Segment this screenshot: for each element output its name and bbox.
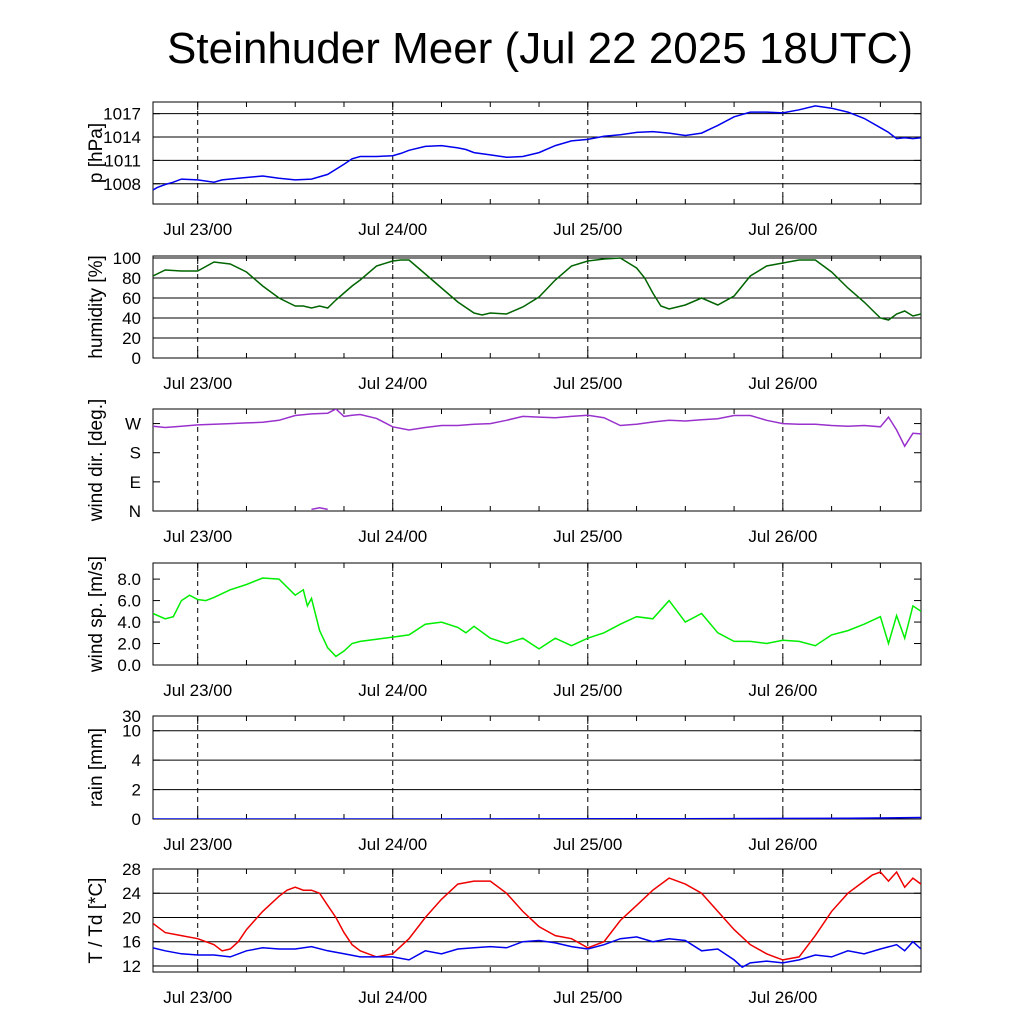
x-date-label: Jul 24/00 [358,527,427,546]
x-date-label: Jul 23/00 [163,220,232,239]
temperature-series-line [153,870,921,961]
y-tick-label: 20 [122,329,141,348]
x-date-label: Jul 24/00 [358,374,427,393]
y-axis-title: p [hPa] [86,123,107,183]
x-date-label: Jul 25/00 [553,988,622,1007]
y-tick-label: 2 [132,781,141,800]
y-axis-title: rain [mm] [86,728,107,807]
x-date-label: Jul 25/00 [553,681,622,700]
plot-frame [152,101,922,205]
y-tick-label: 40 [122,309,141,328]
wind-speed-series-line [153,577,921,658]
y-tick-label: 1014 [103,128,141,147]
x-date-label: Jul 24/00 [358,988,427,1007]
plot-frame [152,408,922,512]
x-date-label: Jul 23/00 [163,988,232,1007]
x-date-label: Jul 24/00 [358,220,427,239]
y-tick-label: 2.0 [117,635,141,654]
x-date-label: Jul 26/00 [748,681,817,700]
y-tick-label: 30 [122,707,141,726]
y-tick-label: W [125,415,141,434]
y-tick-label: 20 [122,908,141,927]
y-tick-label: 60 [122,289,141,308]
y-tick-label: N [129,502,141,521]
y-tick-label: 1008 [103,175,141,194]
wind-speed-panel: 0.0 2.0 4.0 6.0 8.0 wind sp. [m/s] Jul 23/00 Ju… [86,556,922,700]
y-tick-label: 4 [132,751,141,770]
chart-title: Steinhuder Meer (Jul 22 2025 18UTC) [167,24,913,73]
y-tick-label: 6.0 [117,592,141,611]
y-tick-label: 28 [122,860,141,879]
humidity-series-line [153,257,921,321]
x-date-label: Jul 25/00 [553,527,622,546]
x-date-label: Jul 26/00 [748,527,817,546]
x-date-label: Jul 23/00 [163,374,232,393]
y-tick-label: 8.0 [117,570,141,589]
plot-frame [152,255,922,359]
x-date-label: Jul 23/00 [163,835,232,854]
y-tick-label: 80 [122,269,141,288]
x-date-label: Jul 26/00 [748,374,817,393]
pressure-series-line [153,105,921,191]
x-date-label: Jul 26/00 [748,835,817,854]
x-date-label: Jul 24/00 [358,835,427,854]
y-tick-label: 0 [132,349,141,368]
y-tick-label: 4.0 [117,613,141,632]
y-axis-title: humidity [%] [86,255,107,358]
y-tick-label: 1011 [104,151,141,170]
y-tick-label: E [130,473,141,492]
wind-direction-series-line [311,507,328,511]
x-date-label: Jul 25/00 [553,220,622,239]
plot-frame [152,868,922,973]
temperature-series-line [153,936,921,969]
y-tick-label: 12 [122,957,141,976]
plot-frame [152,715,922,820]
wind-direction-series-line [153,409,921,448]
y-axis-title: T / Td [*C] [86,878,107,964]
y-tick-label: 0 [132,810,141,829]
y-tick-label: 24 [122,884,141,903]
y-tick-label: 0.0 [117,656,141,675]
rain-series-line [153,816,921,819]
temperature-panel: 12 16 20 24 28 T / Td [*C] Jul 23/00 Jul 24/00 J… [86,860,922,1007]
y-tick-label: 1017 [103,105,141,124]
y-tick-label: 10 [122,722,141,741]
x-date-label: Jul 26/00 [748,988,817,1007]
y-axis-title: wind dir. [deg.] [86,399,107,523]
x-date-label: Jul 23/00 [163,681,232,700]
y-tick-label: S [130,444,141,463]
x-date-label: Jul 23/00 [163,527,232,546]
x-date-label: Jul 25/00 [553,835,622,854]
x-date-label: Jul 26/00 [748,220,817,239]
x-date-label: Jul 24/00 [358,681,427,700]
x-date-label: Jul 25/00 [553,374,622,393]
y-axis-title: wind sp. [m/s] [86,556,107,673]
y-tick-label: 16 [122,933,141,952]
y-tick-label: 100 [113,249,141,268]
